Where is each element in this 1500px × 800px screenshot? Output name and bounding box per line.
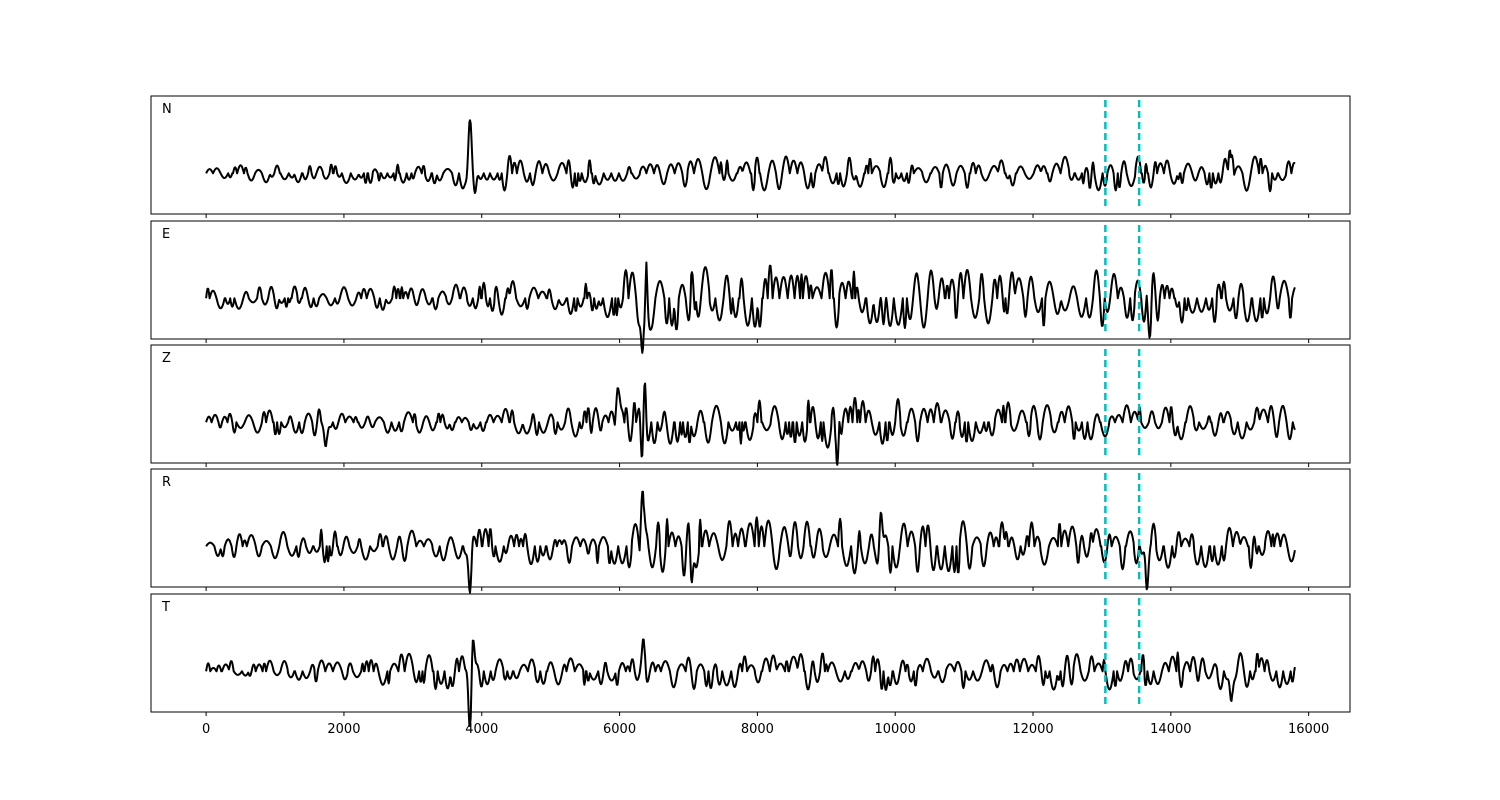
panel-label: N [162, 102, 172, 117]
x-tick-label: 4000 [465, 722, 498, 737]
panel-label: E [162, 227, 170, 242]
trace-panel-t: T [150, 593, 1351, 727]
panel-label: T [161, 600, 170, 615]
panel-label: R [162, 475, 171, 490]
x-tick-label: 6000 [603, 722, 636, 737]
trace-panel-r: R [150, 468, 1351, 594]
waveform-t [205, 638, 1296, 727]
panel-frame [150, 468, 1351, 588]
trace-panel-e: E [150, 220, 1351, 354]
x-tick-label: 12000 [1012, 722, 1053, 737]
x-tick-label: 0 [202, 722, 210, 737]
panel-label: Z [162, 351, 171, 366]
x-tick-label: 2000 [327, 722, 360, 737]
waveform-e [205, 261, 1296, 354]
x-tick-label: 8000 [741, 722, 774, 737]
panels: N E Z R T [150, 95, 1351, 727]
x-axis: 0 2000 4000 6000 8000 10000 12000 14000 16000 [202, 722, 1329, 737]
trace-panel-z: Z [150, 344, 1351, 467]
trace-panel-n: N [150, 95, 1351, 218]
panel-frame [150, 220, 1351, 340]
x-tick-label: 14000 [1150, 722, 1191, 737]
waveform-r [205, 490, 1296, 594]
panel-frame [150, 95, 1351, 215]
panel-frame [150, 593, 1351, 713]
x-tick-label: 10000 [875, 722, 916, 737]
panel-frame [150, 344, 1351, 464]
waveform-z [205, 382, 1296, 466]
waveform-n [205, 119, 1296, 194]
x-tick-label: 16000 [1288, 722, 1329, 737]
